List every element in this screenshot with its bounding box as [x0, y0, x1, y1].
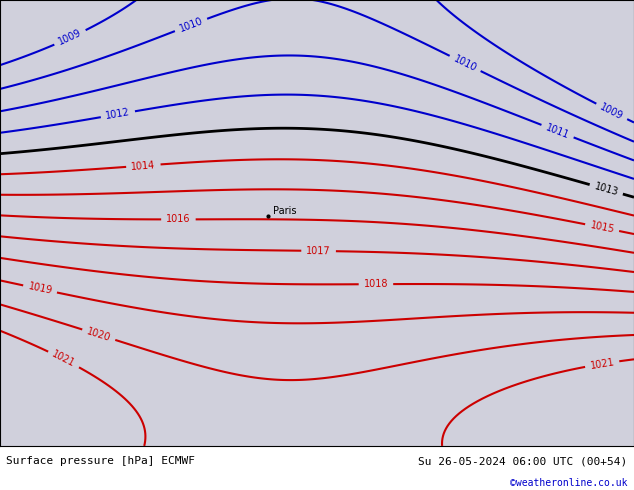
- Text: 1020: 1020: [86, 326, 112, 343]
- Text: 1009: 1009: [598, 101, 625, 122]
- Text: 1017: 1017: [306, 246, 331, 256]
- Text: ©weatheronline.co.uk: ©weatheronline.co.uk: [510, 478, 628, 489]
- Text: 1014: 1014: [131, 160, 156, 172]
- Text: 1021: 1021: [51, 349, 77, 369]
- Text: 1021: 1021: [589, 357, 615, 371]
- Text: 1010: 1010: [452, 53, 478, 74]
- Text: 1009: 1009: [57, 28, 83, 48]
- Text: 1016: 1016: [166, 215, 191, 224]
- Text: Surface pressure [hPa] ECMWF: Surface pressure [hPa] ECMWF: [6, 456, 195, 466]
- Text: 1011: 1011: [545, 122, 571, 140]
- Text: 1019: 1019: [27, 282, 53, 296]
- Text: Paris: Paris: [273, 206, 297, 216]
- Text: Su 26-05-2024 06:00 UTC (00+54): Su 26-05-2024 06:00 UTC (00+54): [418, 456, 628, 466]
- Text: 1015: 1015: [589, 220, 615, 235]
- Text: 1010: 1010: [178, 16, 204, 34]
- Text: 1012: 1012: [105, 107, 131, 121]
- Text: 1013: 1013: [593, 181, 619, 197]
- Text: 1018: 1018: [364, 279, 388, 289]
